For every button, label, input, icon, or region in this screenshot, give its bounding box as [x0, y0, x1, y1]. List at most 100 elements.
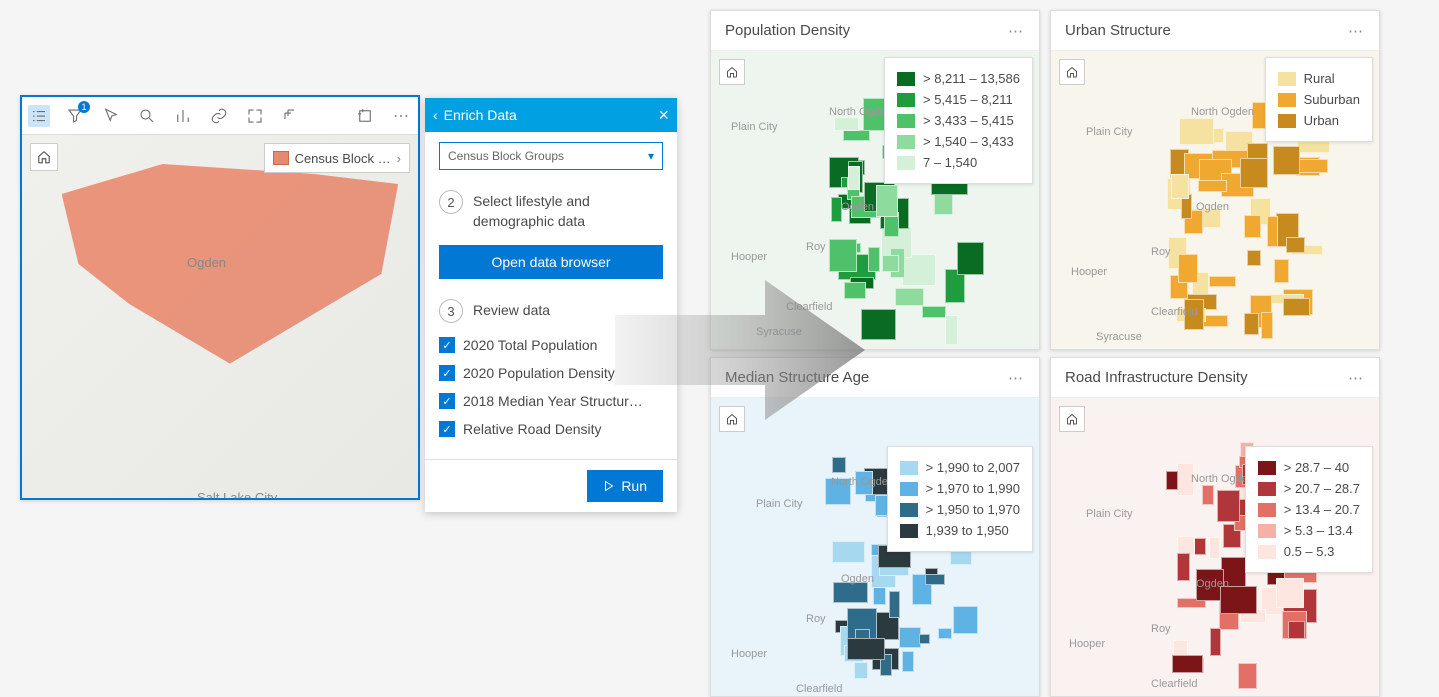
- legend: > 8,211 – 13,586 > 5,415 – 8,211 > 3,433 –…: [884, 57, 1033, 184]
- checkbox-icon: ✓: [439, 421, 455, 437]
- region: [1288, 621, 1306, 639]
- map-city-label: Roy: [806, 613, 826, 625]
- check-row[interactable]: ✓2020 Total Population: [439, 331, 663, 359]
- region: [1210, 628, 1221, 656]
- legend-row: > 13.4 – 20.7: [1258, 499, 1360, 520]
- card-title: Population Density: [725, 22, 850, 39]
- legend-label: > 20.7 – 28.7: [1284, 481, 1360, 496]
- list-icon[interactable]: [28, 105, 50, 127]
- map-city-label: Plain City: [756, 498, 802, 510]
- layer-dropdown[interactable]: Census Block Groups ▾: [439, 142, 663, 170]
- region: [922, 306, 946, 318]
- region: [953, 606, 978, 634]
- region: [1261, 312, 1274, 338]
- legend-label: > 28.7 – 40: [1284, 460, 1349, 475]
- region: [848, 166, 860, 190]
- legend: > 28.7 – 40> 20.7 – 28.7> 13.4 – 20.7> 5…: [1245, 446, 1373, 573]
- legend-swatch: [1258, 524, 1276, 538]
- check-row[interactable]: ✓ Relative Road Density: [439, 415, 663, 443]
- region: [925, 574, 945, 585]
- home-button[interactable]: [719, 59, 745, 85]
- legend-row: Suburban: [1278, 89, 1360, 110]
- region: [844, 282, 866, 299]
- region: [945, 315, 958, 345]
- region: [919, 634, 930, 645]
- map-city-label: Hooper: [1071, 266, 1107, 278]
- region: [902, 254, 936, 286]
- legend-label: > 3,433 – 5,415: [923, 113, 1014, 128]
- layers-icon[interactable]: [280, 105, 302, 127]
- check-label: Relative Road Density: [463, 421, 602, 437]
- check-row[interactable]: ✓2020 Population Density: [439, 359, 663, 387]
- check-row[interactable]: ✓2018 Median Year Structur…: [439, 387, 663, 415]
- card-more-icon[interactable]: ⋯: [1348, 369, 1365, 387]
- legend-swatch: [900, 524, 918, 538]
- region: [868, 247, 881, 272]
- legend-swatch: [900, 482, 918, 496]
- map-city-label: Syracuse: [1096, 331, 1142, 343]
- legend-row: 0.5 – 5.3: [1258, 541, 1360, 562]
- card-more-icon[interactable]: ⋯: [1008, 369, 1025, 387]
- map-city-label: Hooper: [1069, 638, 1105, 650]
- run-button[interactable]: Run: [587, 470, 663, 502]
- layer-swatch: [273, 151, 289, 165]
- zoom-icon[interactable]: [136, 105, 158, 127]
- legend-swatch: [1258, 545, 1276, 559]
- region: [834, 117, 859, 130]
- map-city-label: Ogden: [187, 255, 226, 270]
- region: [1178, 254, 1199, 282]
- card-population-density: Population Density⋯Plain CityNorth Ogden…: [710, 10, 1040, 350]
- legend-label: > 1,970 to 1,990: [926, 481, 1020, 496]
- map-toolbar: 1 ⋯: [22, 97, 418, 135]
- legend-row: > 1,950 to 1,970: [900, 499, 1020, 520]
- chart-icon[interactable]: [172, 105, 194, 127]
- legend-label: > 1,950 to 1,970: [926, 502, 1020, 517]
- region: [1276, 578, 1304, 607]
- filter-icon[interactable]: 1: [64, 105, 86, 127]
- expand-icon[interactable]: [244, 105, 266, 127]
- more-icon[interactable]: ⋯: [390, 105, 412, 127]
- map-city-label: Salt Lake City: [197, 490, 277, 498]
- step-3-label: Review data: [473, 299, 550, 321]
- select-icon[interactable]: [100, 105, 122, 127]
- open-data-browser-button[interactable]: Open data browser: [439, 245, 663, 279]
- region: [1209, 276, 1236, 287]
- map-city-label: Hooper: [731, 251, 767, 263]
- map-city-label: Ogden: [841, 573, 874, 585]
- legend-swatch: [897, 135, 915, 149]
- card-header: Urban Structure⋯: [1051, 11, 1379, 51]
- map-city-label: Clearfield: [1151, 306, 1197, 318]
- home-button[interactable]: [30, 143, 58, 171]
- legend-label: > 13.4 – 20.7: [1284, 502, 1360, 517]
- map-city-label: Roy: [1151, 246, 1171, 258]
- close-icon[interactable]: ×: [658, 105, 669, 126]
- region: [832, 541, 864, 563]
- card-more-icon[interactable]: ⋯: [1348, 22, 1365, 40]
- legend-label: > 8,211 – 13,586: [923, 71, 1020, 86]
- map-city-label: Plain City: [1086, 508, 1132, 520]
- map-city-label: North Ogden: [1191, 106, 1254, 118]
- map-city-label: Ogden: [1196, 201, 1229, 213]
- legend-row: > 3,433 – 5,415: [897, 110, 1020, 131]
- back-icon[interactable]: ‹: [433, 107, 438, 123]
- card-more-icon[interactable]: ⋯: [1008, 22, 1025, 40]
- card-body: Plain CityNorth OgdenOgdenRoyHooperClear…: [1051, 398, 1379, 696]
- region: [1166, 471, 1178, 490]
- region: [1274, 259, 1289, 283]
- card-header: Population Density ⋯: [711, 11, 1039, 51]
- legend-row: > 20.7 – 28.7: [1258, 478, 1360, 499]
- card-body: Plain CityNorth OgdenOgdenRoyHooperClear…: [1051, 51, 1379, 349]
- home-button[interactable]: [1059, 406, 1085, 432]
- link-icon[interactable]: [208, 105, 230, 127]
- popout-icon[interactable]: [354, 105, 376, 127]
- legend-row: > 5,415 – 8,211: [897, 89, 1020, 110]
- home-button[interactable]: [1059, 59, 1085, 85]
- legend-row: Urban: [1278, 110, 1360, 131]
- region: [829, 239, 857, 273]
- layer-chip[interactable]: Census Block … ›: [264, 143, 410, 173]
- enrich-body: Census Block Groups ▾ 2 Select lifestyle…: [425, 132, 677, 459]
- card-title: Median Structure Age: [725, 369, 869, 386]
- region: [1244, 313, 1260, 335]
- legend-label: Suburban: [1304, 92, 1360, 107]
- home-button[interactable]: [719, 406, 745, 432]
